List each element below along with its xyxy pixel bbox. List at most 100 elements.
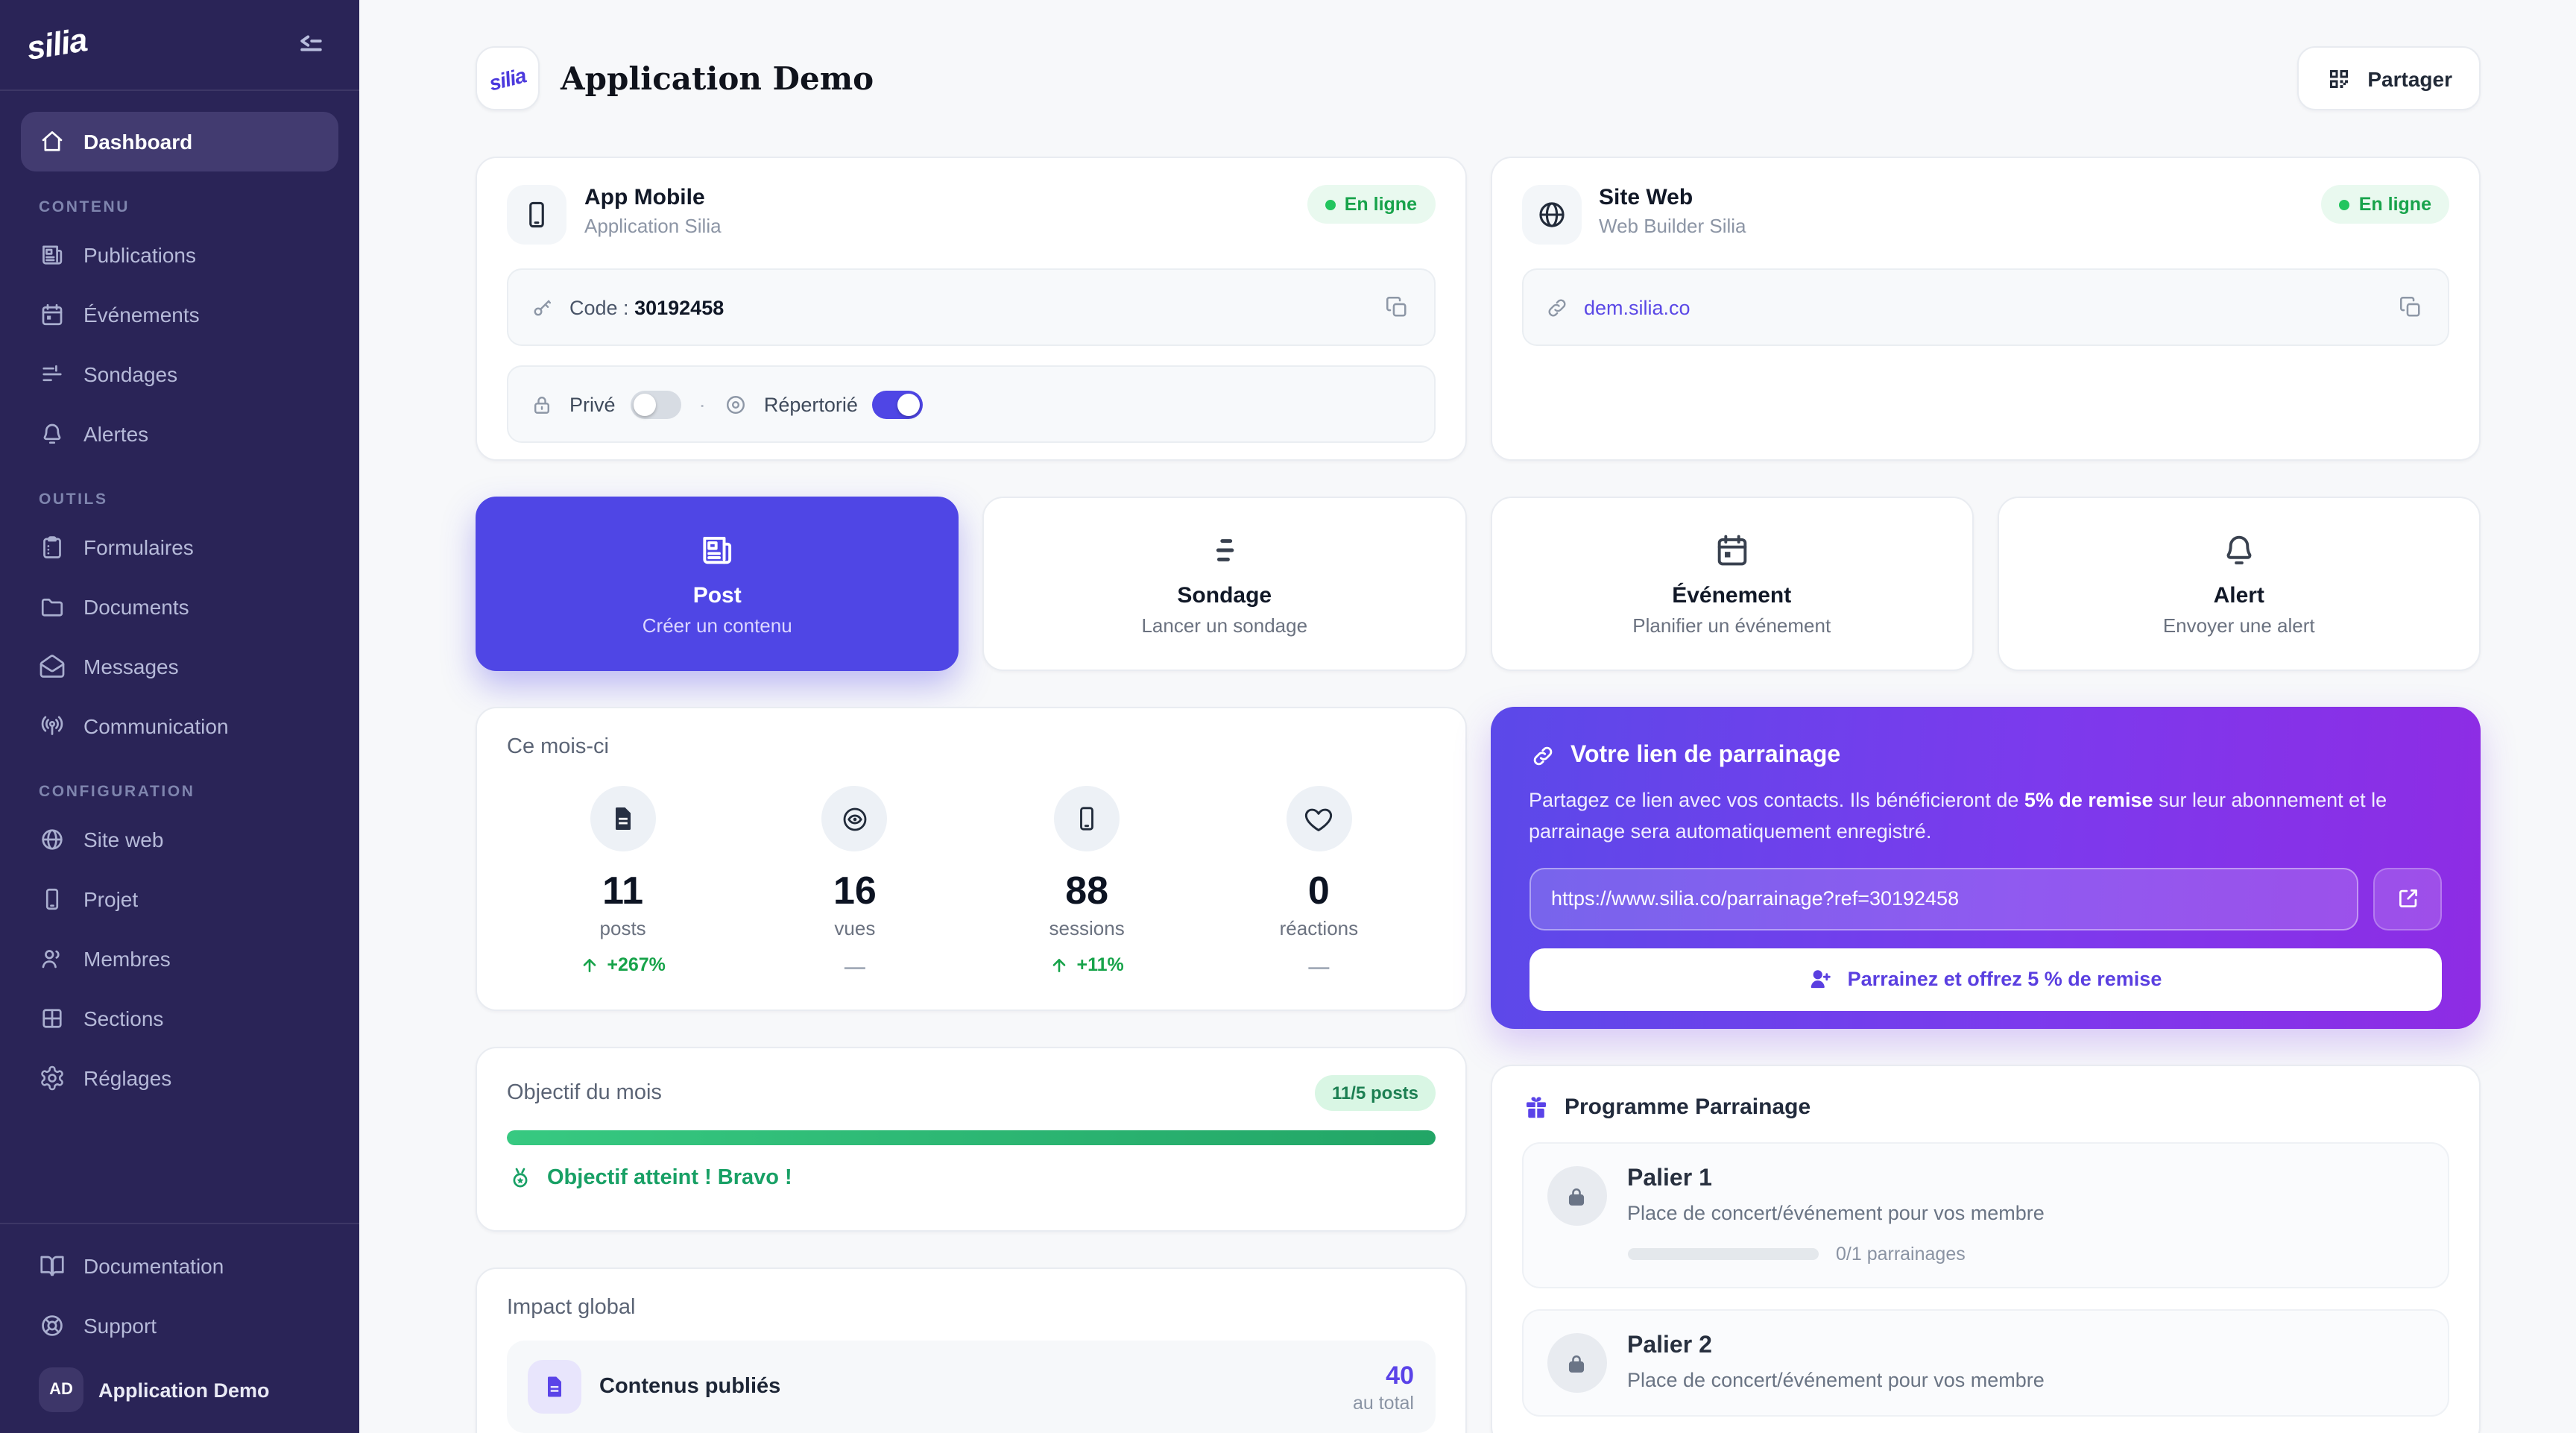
- stat-reactions: 0 réactions —: [1203, 786, 1435, 978]
- listed-toggle[interactable]: [872, 390, 924, 418]
- eye-icon: [821, 786, 888, 851]
- impact-row-label: Contenus publiés: [599, 1375, 781, 1399]
- action-subtitle: Envoyer une alert: [2162, 614, 2315, 637]
- copy-icon: [1385, 296, 1406, 317]
- sidebar-item-alertes[interactable]: Alertes: [21, 404, 338, 464]
- collapse-sidebar-button[interactable]: [294, 25, 332, 64]
- gift-icon: [1526, 1097, 1545, 1118]
- globe-icon: [1521, 185, 1581, 245]
- sidebar-item-projet[interactable]: Projet: [21, 869, 338, 929]
- workspace-name: Application Demo: [98, 1379, 270, 1401]
- gear-icon: [41, 1065, 63, 1091]
- create-evenement-button[interactable]: Événement Planifier un événement: [1490, 497, 1974, 671]
- home-icon: [42, 131, 63, 151]
- globe-icon: [42, 829, 63, 850]
- create-post-button[interactable]: Post Créer un contenu: [476, 497, 959, 671]
- goal-message: Objectif atteint ! Bravo !: [547, 1166, 792, 1190]
- sidebar-item-label: Documents: [83, 595, 189, 619]
- mail-icon: [40, 655, 65, 678]
- sidebar-item-label: Publications: [83, 243, 196, 267]
- action-title: Sondage: [1177, 583, 1272, 608]
- arrow-up-icon: [584, 958, 596, 971]
- impact-row-caption: au total: [1352, 1392, 1414, 1413]
- sidebar-item-dashboard[interactable]: Dashboard: [21, 112, 338, 171]
- calendar-icon: [42, 303, 63, 326]
- sidebar-item-label: Sondages: [83, 362, 178, 386]
- status-badge: En ligne: [2321, 185, 2449, 224]
- sidebar-item-messages[interactable]: Messages: [21, 637, 338, 696]
- quick-actions-row: Post Créer un contenu Sondage Lancer un …: [476, 497, 2481, 671]
- smartphone-icon: [1054, 786, 1120, 851]
- sidebar-item-formulaires[interactable]: Formulaires: [21, 517, 338, 577]
- tier-1-card: Palier 1 Place de concert/événement pour…: [1521, 1142, 2449, 1288]
- sliders-icon: [42, 365, 62, 382]
- sidebar-item-evenements[interactable]: Événements: [21, 285, 338, 344]
- copy-code-button[interactable]: [1383, 292, 1412, 322]
- stat-value: 88: [1065, 868, 1109, 913]
- share-button[interactable]: Partager: [2297, 46, 2481, 110]
- sidebar-item-support[interactable]: Support: [21, 1296, 338, 1355]
- lock-icon: [1547, 1333, 1606, 1393]
- copy-url-button[interactable]: [2397, 292, 2427, 322]
- site-url-link[interactable]: dem.silia.co: [1584, 296, 1690, 318]
- sidebar-item-label: Sections: [83, 1007, 164, 1030]
- sidebar-footer: Documentation Support AD Application Dem…: [0, 1223, 359, 1433]
- refer-button[interactable]: Parrainez et offrez 5 % de remise: [1529, 948, 2442, 1011]
- site-web-card: Site Web Web Builder Silia En ligne dem.…: [1490, 157, 2481, 461]
- collapse-sidebar-icon: [300, 35, 322, 51]
- book-icon: [40, 1256, 64, 1276]
- action-subtitle: Créer un contenu: [642, 614, 792, 637]
- smartphone-icon: [507, 185, 566, 245]
- site-web-card-header: Site Web Web Builder Silia En ligne: [1521, 185, 2449, 245]
- main-content: silia Application Demo Partager App Mobi…: [359, 0, 2576, 1433]
- page-header: silia Application Demo Partager: [476, 45, 2481, 112]
- stat-delta: +11%: [1049, 954, 1124, 975]
- stat-posts: 11 posts +267%: [507, 786, 739, 978]
- stat-value: 16: [833, 868, 877, 913]
- top-cards-row: App Mobile Application Silia En ligne Co…: [476, 157, 2481, 461]
- sidebar-item-reglages[interactable]: Réglages: [21, 1048, 338, 1108]
- sidebar-item-documentation[interactable]: Documentation: [21, 1236, 338, 1296]
- app-mobile-card-header: App Mobile Application Silia En ligne: [507, 185, 1435, 245]
- referral-link-input[interactable]: [1529, 867, 2358, 930]
- private-toggle[interactable]: [630, 390, 681, 418]
- sidebar-item-site-web[interactable]: Site web: [21, 810, 338, 869]
- goal-progress-fill: [507, 1130, 1435, 1145]
- sidebar-item-documents[interactable]: Documents: [21, 577, 338, 637]
- clipboard-icon: [43, 536, 61, 558]
- tier-2-card: Palier 2 Place de concert/événement pour…: [1521, 1309, 2449, 1417]
- stat-value: 11: [602, 868, 644, 913]
- broadcast-icon: [41, 716, 63, 735]
- sidebar-item-publications[interactable]: Publications: [21, 225, 338, 285]
- app-visibility-row: Privé · Répertorié: [507, 365, 1435, 443]
- stat-label: réactions: [1279, 917, 1359, 939]
- refer-button-label: Parrainez et offrez 5 % de remise: [1847, 968, 2162, 991]
- stat-label: vues: [834, 917, 876, 939]
- sidebar-item-communication[interactable]: Communication: [21, 696, 338, 756]
- sliders-icon: [1216, 539, 1235, 561]
- site-url-field: dem.silia.co: [1521, 268, 2449, 346]
- users-icon: [42, 950, 60, 969]
- medal-icon: [513, 1168, 528, 1188]
- month-stats-title: Ce mois-ci: [507, 735, 609, 759]
- impact-row: Contenus publiés 40 au total: [507, 1341, 1435, 1433]
- open-referral-link-button[interactable]: [2373, 867, 2442, 930]
- tier-progress-label: 0/1 parrainages: [1836, 1244, 1966, 1264]
- left-column: Ce mois-ci 11 posts +267%: [476, 707, 1466, 1433]
- sidebar-item-sections[interactable]: Sections: [21, 989, 338, 1048]
- goal-badge: 11/5 posts: [1315, 1075, 1435, 1111]
- sidebar-item-membres[interactable]: Membres: [21, 929, 338, 989]
- stat-value: 0: [1307, 868, 1330, 913]
- sidebar-item-sondages[interactable]: Sondages: [21, 344, 338, 404]
- sidebar-header: silia: [0, 0, 359, 91]
- create-alert-button[interactable]: Alert Envoyer une alert: [1997, 497, 2481, 671]
- action-title: Événement: [1672, 583, 1792, 608]
- goal-title: Objectif du mois: [507, 1081, 662, 1105]
- workspace-switcher[interactable]: AD Application Demo: [21, 1355, 338, 1418]
- lock-icon: [534, 396, 549, 413]
- sidebar-item-label: Membres: [83, 947, 171, 971]
- newspaper-icon: [42, 245, 63, 265]
- page-title: Application Demo: [561, 60, 874, 97]
- create-sondage-button[interactable]: Sondage Lancer un sondage: [982, 497, 1466, 671]
